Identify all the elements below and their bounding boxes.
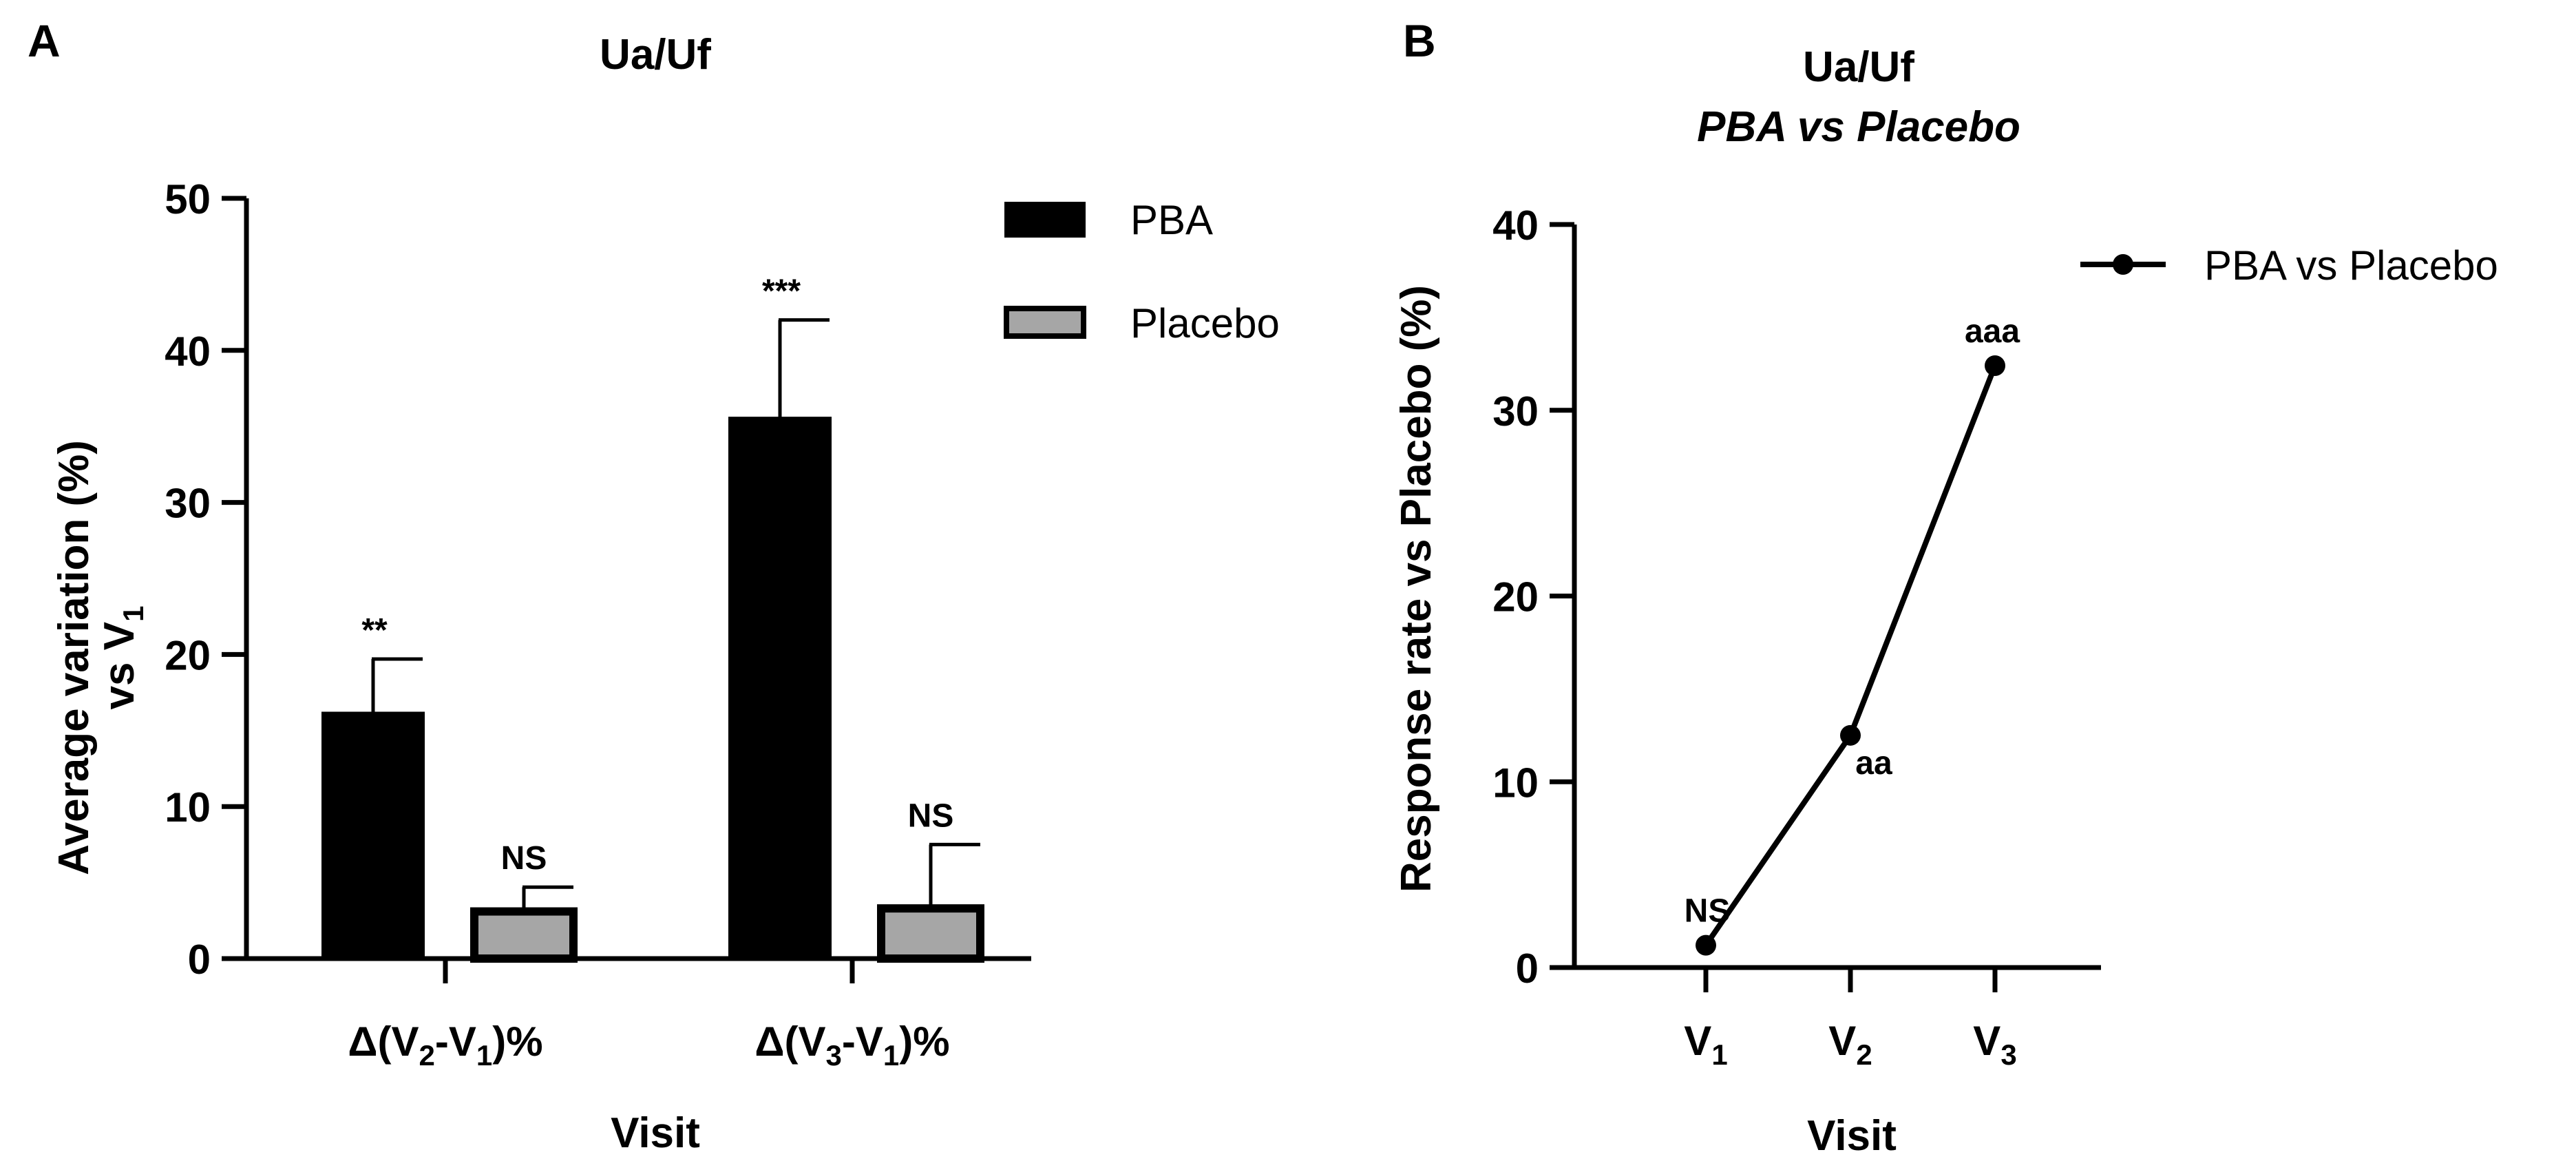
panel-a-legend: PBA Placebo [1004, 197, 1280, 346]
panel-a-ylabel-line2: vs V1 [96, 606, 149, 710]
panel-a-y-tick-label: 30 [165, 481, 211, 527]
data-point-1 [1840, 724, 1861, 746]
cat1-post: )% [899, 1018, 949, 1065]
panel-b-y-tick-label: 0 [1516, 946, 1539, 992]
panel-a-ylabel: Average variation (%) vs V1 [50, 440, 149, 875]
panel-b-y-tick-label: 40 [1492, 202, 1539, 249]
significance-pba-0: ** [361, 612, 388, 649]
panel-a-y-tick-label: 40 [165, 328, 211, 375]
panel-a-y-ticks: 0 10 20 30 40 50 [165, 176, 246, 983]
series-line-pba-vs-placebo [1703, 364, 1998, 947]
significance-placebo-0: NS [501, 840, 547, 877]
panel-a: A Ua/Uf Average variation (%) vs V1 0102… [28, 15, 1280, 1157]
panel-b-y-tick-label: 20 [1492, 574, 1539, 620]
cat1-pre: Δ(V [754, 1018, 825, 1065]
panel-a-category-1: Δ(V3-V1)% [754, 1018, 949, 1072]
panel-b-subtitle: PBA vs Placebo [1697, 103, 2020, 151]
panel-a-y-tick-label: 50 [165, 176, 211, 222]
panel-b: B Ua/Uf PBA vs Placebo Response rate vs … [1393, 15, 2498, 1160]
cat0-pre: Δ(V [348, 1018, 419, 1065]
point-annotation-2: aaa [1965, 313, 2020, 350]
significance-placebo-1: NS [908, 797, 954, 834]
panel-a-y-tick-label: 10 [165, 784, 211, 831]
panel-b-ylabel: Response rate vs Placebo (%) [1393, 285, 1440, 892]
cat0-sub1: 2 [419, 1039, 435, 1072]
panel-b-xlabel: Visit [1807, 1112, 1897, 1160]
point-annotation-1: aa [1855, 745, 1892, 782]
panel-a-ylabel-line2-sub: 1 [117, 606, 149, 622]
bar-pba-0 [321, 711, 425, 961]
legend-swatch-pba [1004, 202, 1086, 238]
panel-a-category-0: Δ(V2-V1)% [348, 1018, 542, 1072]
panel-b-x-tick-label: V2 [1828, 1018, 1872, 1071]
panel-b-x-ticks: V1 V2 V3 [1684, 968, 2017, 1071]
cat0-mid: -V [435, 1018, 476, 1065]
panel-a-label: A [28, 15, 61, 66]
cat0-sub2: 1 [476, 1039, 492, 1072]
panel-b-y-tick-label: 10 [1492, 760, 1539, 806]
cat1-sub2: 1 [883, 1039, 899, 1072]
significance-pba-1: *** [762, 273, 801, 310]
cat1-sub1: 3 [826, 1039, 842, 1072]
panel-b-title: Ua/Uf [1803, 43, 1914, 91]
legend-marker-pba-vs-placebo [2113, 254, 2133, 275]
panel-b-x-tick-label: V1 [1684, 1018, 1727, 1071]
panel-b-label: B [1403, 15, 1436, 66]
panel-a-ylabel-line1: Average variation (%) [50, 440, 98, 875]
bar-placebo-0 [470, 907, 578, 963]
panel-a-title: Ua/Uf [600, 31, 711, 79]
panel-a-xlabel: Visit [611, 1109, 700, 1157]
data-point-0 [1696, 934, 1716, 956]
bar-placebo-1 [877, 904, 984, 963]
data-point-2 [1985, 355, 2005, 377]
legend-swatch-placebo [1004, 306, 1086, 339]
panel-a-y-tick-label: 0 [188, 937, 211, 983]
panel-b-x-tick-label: V3 [1973, 1018, 2016, 1071]
panel-b-legend: PBA vs Placebo [2080, 242, 2498, 289]
panel-a-ylabel-line2-prefix: vs V [96, 622, 143, 710]
cat0-post: )% [492, 1018, 542, 1065]
legend-label-pba-vs-placebo: PBA vs Placebo [2204, 242, 2498, 289]
panel-b-y-ticks: 0 10 20 30 40 [1492, 202, 1574, 992]
legend-label-placebo: Placebo [1130, 300, 1280, 346]
legend-label-pba: PBA [1130, 197, 1213, 243]
panel-a-y-tick-label: 20 [165, 632, 211, 678]
point-annotation-0: NS [1685, 893, 1731, 930]
panel-b-y-tick-label: 30 [1492, 388, 1539, 435]
bar-pba-1 [728, 417, 832, 961]
cat1-mid: -V [842, 1018, 883, 1065]
